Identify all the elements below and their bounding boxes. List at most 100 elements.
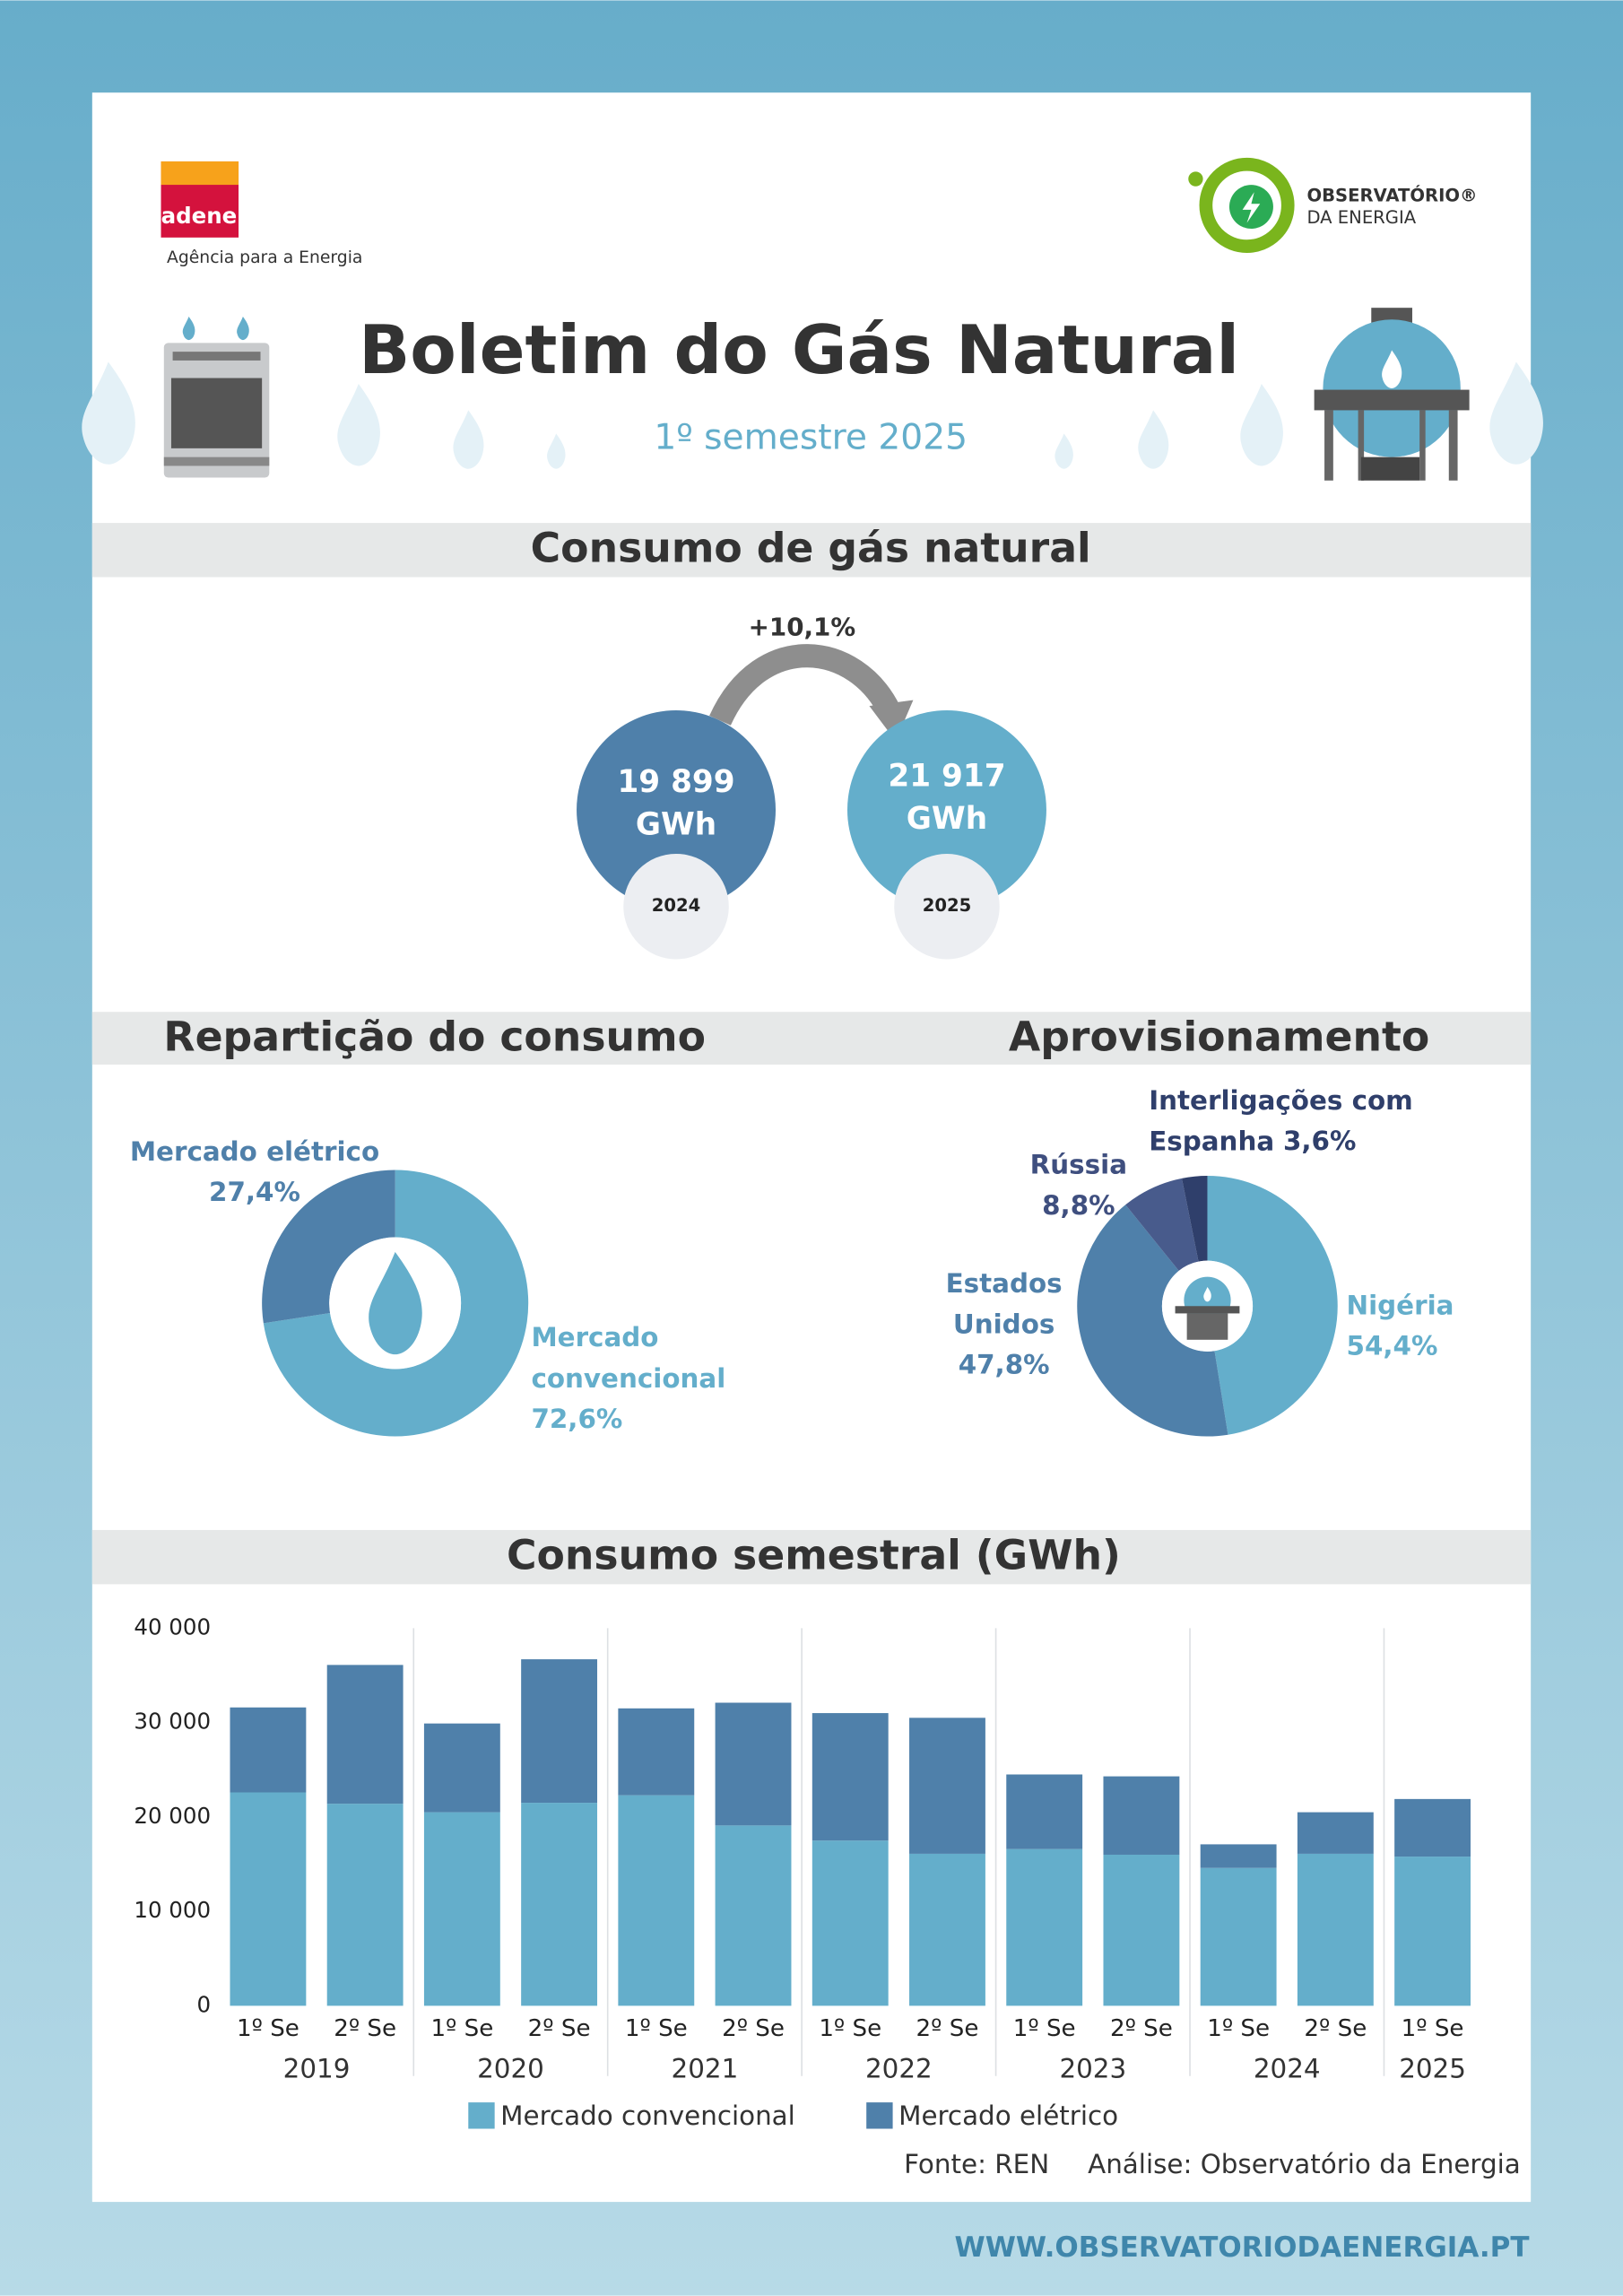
center-flame (369, 1251, 422, 1355)
x-tick-label: 1º Se (625, 2015, 688, 2042)
title: Boletim do Gás Natural (359, 310, 1239, 389)
pie-slice (1077, 1205, 1228, 1437)
x-tick-label: 2º Se (528, 2015, 591, 2042)
year-label: 2025 (1399, 2054, 1466, 2084)
tank-deck (1314, 389, 1470, 411)
decor-flame (1138, 410, 1169, 469)
brand-logo (1199, 157, 1295, 253)
tank-base (1360, 457, 1420, 481)
x-tick-label: 2º Se (334, 2015, 396, 2042)
center-tank-base (1186, 1313, 1228, 1340)
bar-segment (1103, 1776, 1180, 1855)
bar-segment (230, 1707, 307, 1793)
slice-value: 3,6% (1283, 1126, 1356, 1156)
consumption-value: 21 917 (888, 759, 1005, 795)
pie-slice (1207, 1176, 1338, 1435)
stove-icon (163, 343, 270, 478)
bar-segment (1006, 1774, 1083, 1849)
year-badge (894, 853, 1000, 960)
bar-segment (618, 1708, 695, 1796)
slice-value: 72,6% (531, 1404, 622, 1434)
bar-segment (812, 1840, 889, 2006)
decor-flame (82, 361, 135, 465)
pie-slice (1125, 1178, 1199, 1271)
bar-segment (618, 1795, 695, 2006)
x-tick-label: 2º Se (722, 2015, 785, 2042)
change-arrow (709, 644, 901, 726)
year-label: 2023 (1059, 2054, 1126, 2084)
year-label: 2024 (1254, 2054, 1321, 2084)
x-tick-label: 2º Se (1304, 2015, 1367, 2042)
slice-value: 54,4% (1347, 1330, 1438, 1361)
consumption-circle (577, 710, 777, 909)
section-band (91, 523, 1532, 578)
slice-label: Rússia (1030, 1149, 1127, 1179)
decor-flame (1055, 433, 1073, 469)
org-name: adene (161, 203, 238, 229)
slice-value: 8,8% (1042, 1190, 1115, 1221)
center-tank-deck (1175, 1306, 1240, 1314)
y-tick-label: 0 (196, 1991, 211, 2017)
tank-icon (1314, 308, 1470, 481)
bar-segment (1200, 1867, 1277, 2006)
bar-segment (909, 1718, 985, 1854)
pie-slice (263, 1170, 529, 1437)
legend-swatch (468, 2102, 495, 2129)
x-tick-label: 1º Se (1402, 2015, 1464, 2042)
consumption-unit: GWh (636, 806, 716, 842)
change-label: +10,1% (749, 613, 855, 642)
bar-segment (326, 1804, 404, 2006)
bar-segment (521, 1659, 598, 1804)
analysis: Análise: Observatório da Energia (1088, 2149, 1521, 2179)
tank-sphere (1323, 319, 1461, 457)
decor-flame (337, 384, 380, 466)
year-label: 2025 (923, 895, 972, 916)
tank-leg (1324, 410, 1333, 481)
slice-label: Mercado elétrico (130, 1135, 379, 1166)
y-tick-label: 40 000 (134, 1613, 211, 1639)
bar-segment (423, 1723, 500, 1813)
year-label: 2019 (283, 2054, 351, 2084)
bar-segment (521, 1803, 598, 2006)
tank-leg (1448, 410, 1458, 481)
x-tick-label: 2º Se (1110, 2015, 1173, 2042)
slice-value: 27,4% (209, 1177, 300, 1207)
section-band (91, 1529, 1532, 1585)
decor-flame (547, 433, 566, 469)
center-flame (1203, 1287, 1211, 1302)
y-tick-label: 30 000 (134, 1709, 211, 1735)
pie-slice (1181, 1176, 1208, 1262)
brand-line1: OBSERVATÓRIO® (1306, 185, 1477, 206)
adene-logo-top (161, 161, 239, 186)
slice-label: Mercado convencional (531, 1322, 725, 1394)
bar-segment (812, 1713, 889, 1841)
subtitle: 1º semestre 2025 (654, 418, 968, 458)
tank-leg (1419, 410, 1426, 481)
y-tick-label: 20 000 (134, 1803, 211, 1829)
bar-segment (1297, 1853, 1374, 2006)
year-badge (623, 853, 729, 960)
slice-label: Nigéria (1347, 1290, 1454, 1320)
bar-segment (1297, 1812, 1374, 1854)
brand-dot (1188, 171, 1203, 187)
brand-bolt (1242, 192, 1261, 223)
bar-segment (326, 1665, 404, 1805)
year-label: 2021 (672, 2054, 739, 2084)
bar-segment (715, 1825, 792, 2006)
tank-flame (1382, 350, 1402, 388)
decor-flame (1489, 361, 1543, 465)
x-tick-label: 2º Se (916, 2015, 979, 2042)
burner-flame (237, 316, 249, 341)
burner-flame (182, 316, 195, 341)
pie-slice (262, 1170, 395, 1324)
bar-segment (715, 1702, 792, 1826)
year-label: 2022 (865, 2054, 933, 2084)
section-title: Repartição do consumo (163, 1013, 706, 1061)
tank-leg (1358, 410, 1365, 481)
bar-segment (230, 1792, 307, 2006)
legend-label: Mercado convencional (500, 2100, 795, 2131)
bar-segment (1200, 1844, 1277, 1868)
x-tick-label: 1º Se (237, 2015, 299, 2042)
stove-knobs (172, 352, 261, 361)
